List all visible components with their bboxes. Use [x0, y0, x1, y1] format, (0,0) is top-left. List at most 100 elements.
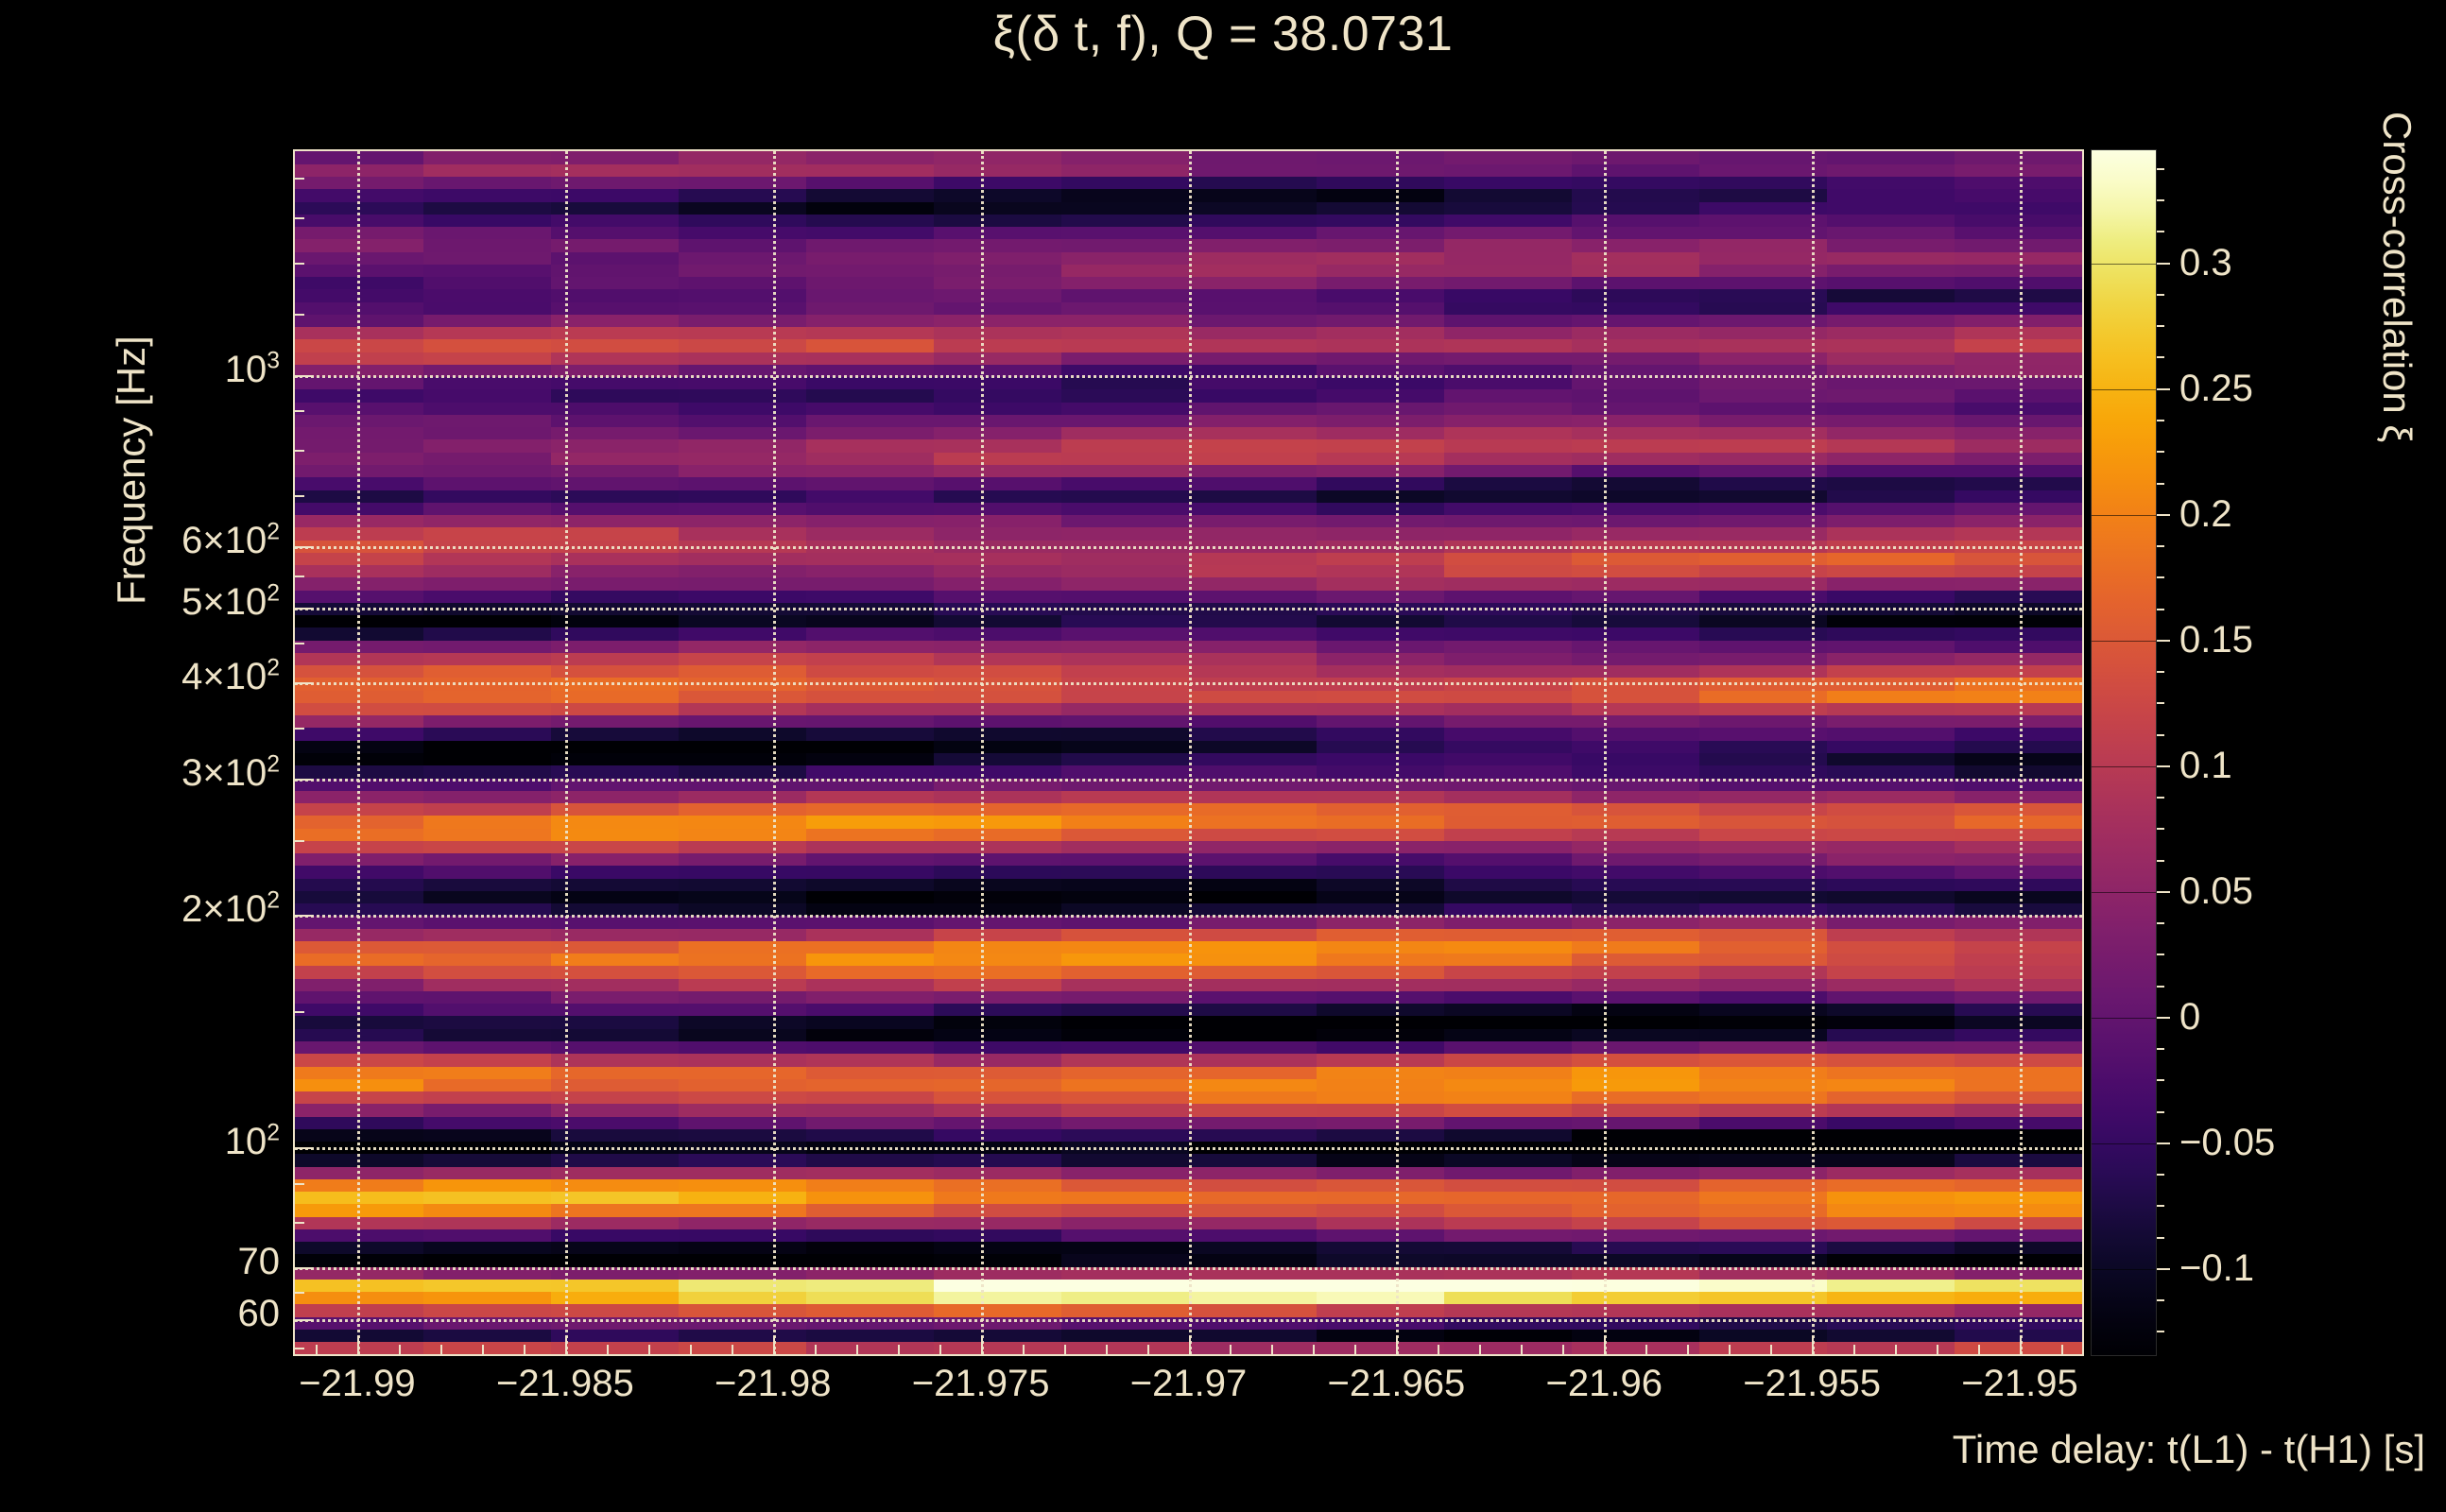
x-tick-minor: [315, 1345, 318, 1356]
x-tick-minor: [1521, 1345, 1524, 1356]
colorbar-tick-minor: [2157, 482, 2164, 485]
colorbar-tick-minor: [2157, 1174, 2164, 1177]
x-tick-minor: [1645, 1345, 1648, 1356]
x-tick-mark: [1396, 1335, 1399, 1356]
colorbar-tick-minor: [2157, 1048, 2164, 1051]
x-tick-minor: [1937, 1345, 1939, 1356]
colorbar-segment-divider: [2092, 514, 2156, 516]
x-tick-minor: [1978, 1345, 1981, 1356]
colorbar-tick-minor: [2157, 922, 2164, 925]
x-tick-minor: [439, 1345, 442, 1356]
x-tick-mark: [772, 1335, 775, 1356]
x-tick-label: −21.95: [1961, 1363, 2078, 1404]
y-tick-minor: [293, 1348, 304, 1350]
colorbar-tick-minor: [2157, 985, 2164, 988]
x-tick-mark: [2020, 1335, 2023, 1356]
x-tick-minor: [1271, 1345, 1274, 1356]
colorbar-segment-divider: [2092, 640, 2156, 642]
x-tick-minor: [1770, 1345, 1773, 1356]
colorbar-tick-minor: [2157, 797, 2164, 799]
y-tick-mark: [293, 546, 314, 549]
x-tick-minor: [523, 1345, 525, 1356]
colorbar-tick-minor: [2157, 954, 2164, 956]
colorbar-tick-minor: [2157, 733, 2164, 736]
x-tick-minor: [1105, 1345, 1108, 1356]
y-tick-minor: [293, 1182, 304, 1185]
colorbar-segment-divider: [2092, 1017, 2156, 1019]
x-tick-mark: [980, 1335, 983, 1356]
colorbar-tick-minor: [2157, 1110, 2164, 1113]
colorbar-tick-minor: [2157, 671, 2164, 674]
colorbar-tick-mark: [2157, 387, 2170, 390]
y-tick-minor: [293, 217, 304, 220]
colorbar-tick-minor: [2157, 828, 2164, 831]
y-tick-minor: [293, 494, 304, 497]
y-tick-label: 60: [237, 1292, 281, 1334]
colorbar-tick-minor: [2157, 545, 2164, 548]
heatmap-plot-area[interactable]: [293, 149, 2084, 1356]
y-tick-minor: [293, 178, 304, 180]
colorbar-tick-minor: [2157, 356, 2164, 359]
colorbar[interactable]: [2091, 149, 2157, 1356]
colorbar-tick-label: −0.1: [2179, 1246, 2254, 1289]
colorbar-tick-mark: [2157, 262, 2170, 265]
colorbar-tick-label: −0.05: [2179, 1121, 2276, 1163]
y-tick-label: 102: [224, 1120, 280, 1163]
y-tick-label: 103: [224, 348, 280, 391]
x-tick-mark: [1188, 1335, 1191, 1356]
x-tick-mark: [356, 1335, 359, 1356]
colorbar-tick-mark: [2157, 513, 2170, 516]
x-tick-minor: [1853, 1345, 1856, 1356]
x-tick-minor: [897, 1345, 900, 1356]
x-tick-minor: [1230, 1345, 1232, 1356]
colorbar-tick-label: 0.25: [2179, 367, 2253, 409]
colorbar-tick-mark: [2157, 1267, 2170, 1270]
x-tick-minor: [398, 1345, 401, 1356]
x-tick-minor: [814, 1345, 817, 1356]
y-tick-minor: [293, 1222, 304, 1225]
colorbar-segment-divider: [2092, 1268, 2156, 1270]
x-tick-label: −21.965: [1327, 1363, 1466, 1404]
x-tick-minor: [1479, 1345, 1482, 1356]
colorbar-gradient: [2092, 150, 2156, 1355]
x-tick-mark: [1604, 1335, 1607, 1356]
y-tick-minor: [293, 727, 304, 730]
x-tick-minor: [1063, 1345, 1066, 1356]
y-tick-minor: [293, 450, 304, 453]
y-tick-label: 70: [237, 1240, 281, 1282]
x-tick-label: −21.955: [1743, 1363, 1881, 1404]
y-tick-label: 6×102: [181, 520, 280, 562]
colorbar-segment-divider: [2092, 388, 2156, 390]
y-tick-label: 2×102: [181, 887, 280, 931]
x-tick-minor: [647, 1345, 650, 1356]
colorbar-tick-minor: [2157, 702, 2164, 705]
colorbar-tick-minor: [2157, 576, 2164, 579]
x-tick-minor: [1354, 1345, 1357, 1356]
colorbar-tick-minor: [2157, 608, 2164, 610]
colorbar-tick-minor: [2157, 1205, 2164, 1208]
x-tick-minor: [1729, 1345, 1731, 1356]
colorbar-tick-minor: [2157, 419, 2164, 421]
y-tick-label: 5×102: [181, 580, 280, 624]
colorbar-tick-minor: [2157, 325, 2164, 328]
x-tick-label: −21.99: [299, 1363, 416, 1404]
y-tick-mark: [293, 682, 314, 685]
y-tick-minor: [293, 1318, 304, 1321]
colorbar-title: Cross-correlation ξ: [2375, 112, 2420, 443]
colorbar-tick-label: 0.3: [2179, 241, 2232, 284]
y-tick-mark: [293, 915, 314, 918]
y-tick-minor: [293, 314, 304, 317]
x-tick-label: −21.97: [1129, 1363, 1248, 1404]
x-tick-minor: [939, 1345, 941, 1356]
y-tick-mark: [293, 779, 314, 782]
colorbar-tick-minor: [2157, 1079, 2164, 1082]
y-tick-minor: [293, 1266, 304, 1269]
colorbar-tick-minor: [2157, 1236, 2164, 1239]
colorbar-tick-label: 0.05: [2179, 869, 2253, 912]
x-tick-minor: [1313, 1345, 1316, 1356]
colorbar-tick-mark: [2157, 890, 2170, 893]
x-tick-minor: [1562, 1345, 1565, 1356]
y-tick-mark: [293, 375, 314, 378]
x-tick-mark: [564, 1335, 567, 1356]
